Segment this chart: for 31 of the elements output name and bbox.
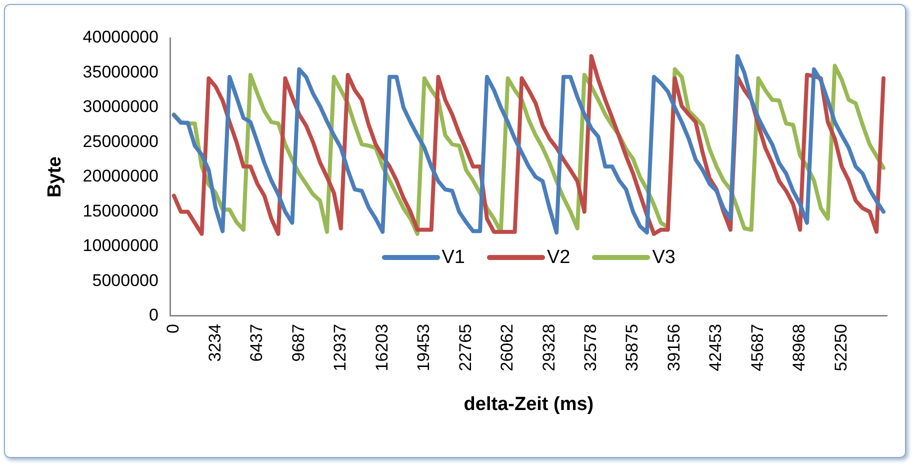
x-tick-label: 32578 xyxy=(581,324,600,372)
x-tick-label: 45687 xyxy=(748,324,767,372)
x-tick-label: 19453 xyxy=(414,324,434,372)
x-tick-label: 22765 xyxy=(456,324,475,372)
legend-label: V3 xyxy=(652,246,676,269)
legend-label: V1 xyxy=(442,246,465,269)
y-tick-label: 30000000 xyxy=(82,97,158,116)
y-tick-label: 25000000 xyxy=(82,132,158,151)
x-tick-label: 0 xyxy=(164,324,183,334)
y-tick-label: 40000000 xyxy=(82,28,158,47)
x-tick-label: 9687 xyxy=(288,324,308,362)
x-tick-label: 39156 xyxy=(664,324,684,372)
x-axis-title: delta-Zeit (ms) xyxy=(464,394,594,415)
x-tick-label: 6437 xyxy=(247,324,266,362)
x-tick-label: 48968 xyxy=(790,324,809,372)
y-tick-label: 10000000 xyxy=(82,236,158,256)
x-tick-label: 16203 xyxy=(372,324,392,372)
x-tick-label: 29328 xyxy=(539,324,558,372)
y-tick-label: 35000000 xyxy=(82,62,158,82)
y-tick-label: 20000000 xyxy=(82,166,158,186)
x-tick-label: 35875 xyxy=(622,324,642,372)
x-tick-label: 3234 xyxy=(205,324,224,362)
y-tick-label: 15000000 xyxy=(82,201,158,220)
y-tick-label: 0 xyxy=(148,306,158,325)
legend-label: V2 xyxy=(546,246,570,269)
y-tick-label: 5000000 xyxy=(92,270,158,290)
x-tick-label: 12937 xyxy=(330,324,350,372)
x-tick-label: 42453 xyxy=(706,324,726,372)
x-tick-label: 26062 xyxy=(498,324,517,372)
y-axis-title: Byte xyxy=(44,156,66,198)
x-tick-label: 52250 xyxy=(831,324,850,372)
